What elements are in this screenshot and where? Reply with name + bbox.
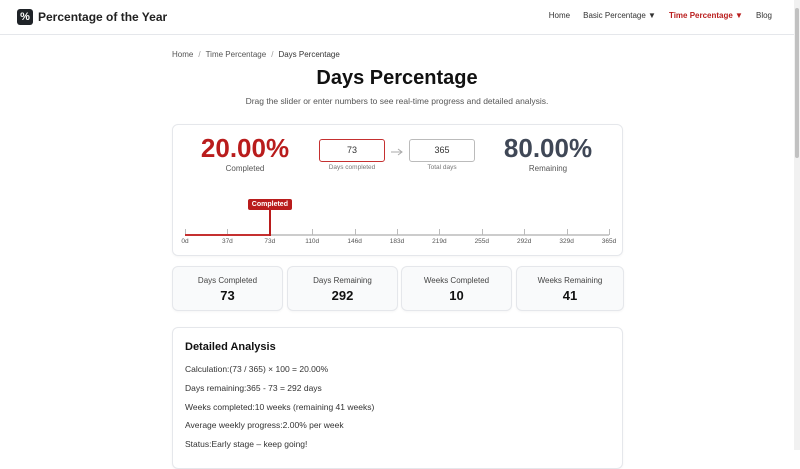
scale-label: 110d — [305, 238, 320, 245]
slider-track — [185, 234, 609, 236]
stat-label: Days Completed — [197, 276, 258, 285]
nav-link[interactable]: Time Percentage ▼ — [668, 11, 743, 20]
nav: Home Basic Percentage ▼ Time Percentage ▼ B… — [549, 11, 772, 20]
scale-label: 183d — [389, 238, 405, 245]
analysis-label: Average weekly progress: — [185, 420, 283, 431]
analysis-value: 2.00% per week — [282, 420, 344, 431]
total-days-label: Total days — [427, 164, 457, 171]
page-subtitle: Drag the slider or enter numbers to see … — [245, 96, 549, 106]
nav-link[interactable]: Blog — [755, 11, 772, 20]
header: % Percentage of the Year Home Basic Perce… — [0, 0, 800, 35]
stat-label: Weeks Remaining — [537, 276, 603, 285]
analysis-line: Calculation:(73 / 365) × 100 = 20.00% — [185, 364, 328, 374]
analysis-line: Average weekly progress:2.00% per week — [185, 420, 344, 430]
scale-tick — [524, 229, 526, 235]
analysis-title: Detailed Analysis — [185, 341, 276, 353]
scale-tick — [439, 229, 441, 235]
nav-link[interactable]: Home — [548, 11, 571, 20]
remaining-percent: 80.00% — [503, 133, 593, 163]
scale-tick — [397, 229, 398, 235]
stat-card: Weeks Completed 10 — [401, 266, 512, 311]
scrollbar[interactable] — [794, 0, 800, 450]
scale-label: 219d — [432, 238, 447, 245]
scale-tick — [566, 229, 568, 235]
breadcrumb-item[interactable]: Home — [172, 50, 194, 59]
analysis-value: (73 / 365) × 100 = 20.00% — [229, 364, 329, 374]
analysis-value: Early stage – keep going! — [211, 439, 308, 450]
breadcrumb-item: Days Percentage — [278, 50, 340, 59]
scale-label: 146d — [347, 238, 362, 245]
stat-value: 41 — [562, 288, 578, 303]
breadcrumb-separator: / — [198, 50, 201, 59]
total-days-input[interactable]: 365 — [409, 139, 475, 162]
page-title: Days Percentage — [316, 67, 478, 89]
scale-label: 329d — [559, 238, 574, 245]
analysis-line: Weeks completed:10 weeks (remaining 41 w… — [185, 402, 374, 412]
scale-label: 365d — [601, 238, 617, 245]
scale-tick — [227, 229, 229, 235]
scale-tick — [354, 229, 356, 235]
completed-percent: 20.00% — [200, 133, 290, 163]
analysis-card — [172, 327, 623, 469]
breadcrumb-item[interactable]: Time Percentage — [205, 50, 267, 59]
remaining-label: Remaining — [528, 164, 568, 173]
stat-label: Weeks Completed — [423, 276, 490, 285]
stat-card: Days Remaining 292 — [287, 266, 398, 311]
scale-label: 292d — [516, 238, 532, 245]
stat-card: Weeks Remaining 41 — [516, 266, 624, 311]
scale-tick — [609, 229, 610, 235]
days-completed-label: Days completed — [328, 164, 376, 171]
scale-tick — [312, 229, 314, 235]
marker-label: Completed — [247, 199, 292, 210]
logo-icon[interactable]: % — [17, 9, 33, 25]
scale-label: 0d — [181, 238, 189, 245]
analysis-line: Days remaining:365 - 73 = 292 days — [185, 383, 322, 393]
scale-tick — [481, 229, 483, 235]
analysis-label: Status: — [185, 439, 212, 450]
stat-value: 10 — [449, 288, 464, 303]
stat-card: Days Completed 73 — [172, 266, 283, 311]
brand[interactable]: Percentage of the Year — [38, 10, 168, 24]
scale-label: 255d — [474, 238, 490, 245]
scale-tick — [185, 229, 186, 235]
scale-label: 37d — [221, 238, 233, 245]
analysis-value: 365 - 73 = 292 days — [246, 382, 322, 393]
analysis-line: Status:Early stage – keep going! — [185, 439, 307, 449]
analysis-label: Days remaining: — [185, 382, 247, 393]
stat-value: 73 — [220, 288, 235, 303]
breadcrumb-separator: / — [271, 50, 274, 59]
analysis-value: 10 weeks (remaining 41 weeks) — [254, 401, 375, 412]
days-completed-input[interactable]: 73 — [319, 139, 385, 162]
completed-label: Completed — [225, 164, 265, 173]
stat-value: 292 — [331, 288, 354, 303]
slider-fill — [185, 234, 270, 236]
scale-label: 73d — [264, 238, 276, 245]
scrollbar-thumb[interactable] — [795, 8, 799, 158]
nav-link[interactable]: Basic Percentage ▼ — [583, 11, 656, 20]
analysis-label: Calculation: — [185, 364, 230, 374]
arrow — [391, 148, 403, 156]
slider-handle[interactable] — [268, 210, 271, 236]
stat-label: Days Remaining — [313, 276, 372, 285]
breadcrumb: Home / Time Percentage / Days Percentage — [172, 50, 340, 59]
analysis-label: Weeks completed: — [185, 401, 255, 412]
